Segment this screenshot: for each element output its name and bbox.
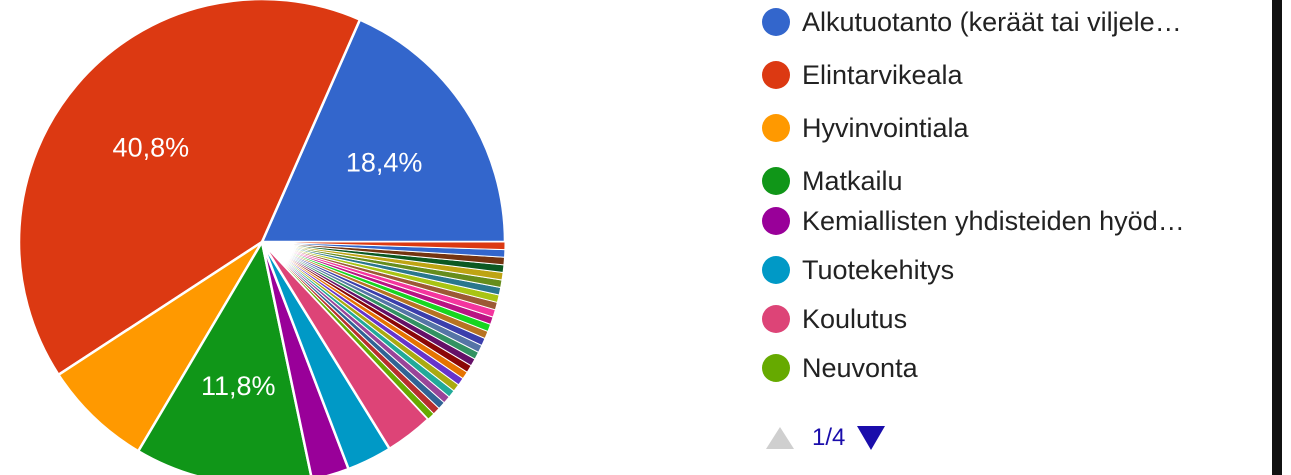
legend-swatch <box>762 207 790 235</box>
legend-item-tuotekehitys[interactable]: Tuotekehitys <box>762 250 954 290</box>
pie-chart: 18,4% 40,8% 11,8% <box>17 0 507 475</box>
pie-slice-0[interactable] <box>260 17 507 244</box>
triangle-down-icon[interactable] <box>857 426 886 450</box>
legend-swatch <box>762 8 790 36</box>
pie-data-label-0: 18,4% <box>346 147 423 177</box>
legend-item-neuvonta[interactable]: Neuvonta <box>762 348 918 388</box>
legend-swatch <box>762 167 790 195</box>
legend-swatch <box>762 114 790 142</box>
legend-label: Tuotekehitys <box>802 254 955 285</box>
legend-pager: 1/4 <box>766 418 886 458</box>
legend-label: Kemiallisten yhdisteiden hyöd… <box>802 205 1185 236</box>
pie-data-label-1: 40,8% <box>113 133 190 163</box>
legend-swatch <box>762 354 790 382</box>
pie-slice-1[interactable] <box>17 0 362 377</box>
legend-swatch <box>762 256 790 284</box>
pie-slice-2[interactable] <box>56 240 264 453</box>
pie-slice-32[interactable] <box>261 241 506 251</box>
legend-item-hyvinvointiala[interactable]: Hyvinvointiala <box>762 108 969 148</box>
legend-label: Neuvonta <box>802 352 918 383</box>
legend-item-alkutuotanto[interactable]: Alkutuotanto (keräät tai viljele… <box>762 2 1182 42</box>
legend-label: Matkailu <box>802 165 903 196</box>
triangle-up-icon[interactable] <box>766 427 794 449</box>
legend-item-matkailu[interactable]: Matkailu <box>762 161 903 201</box>
legend-label: Hyvinvointiala <box>802 112 969 143</box>
legend-item-elintarvikeala[interactable]: Elintarvikeala <box>762 55 963 95</box>
legend-swatch <box>762 61 790 89</box>
legend-item-koulutus[interactable]: Koulutus <box>762 299 907 339</box>
right-edge-border <box>1272 0 1282 475</box>
pie-data-label-3: 11,8% <box>201 371 276 401</box>
legend-item-kemiallisten[interactable]: Kemiallisten yhdisteiden hyöd… <box>762 201 1185 241</box>
pie-slice-3[interactable] <box>136 238 313 475</box>
legend-label: Alkutuotanto (keräät tai viljele… <box>802 6 1182 37</box>
pager-page-indicator: 1/4 <box>812 424 846 451</box>
legend-label: Elintarvikeala <box>802 59 963 90</box>
legend-label: Koulutus <box>802 303 908 334</box>
legend-swatch <box>762 305 790 333</box>
